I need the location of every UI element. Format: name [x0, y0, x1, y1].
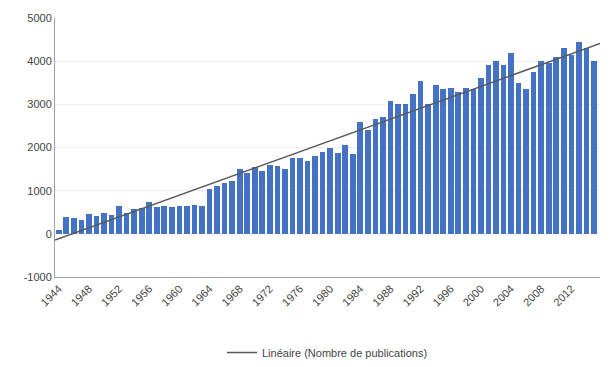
svg-text:2012: 2012: [551, 283, 577, 309]
svg-text:5000: 5000: [27, 12, 51, 24]
svg-text:0: 0: [46, 228, 52, 240]
svg-text:1996: 1996: [430, 283, 456, 309]
svg-text:1952: 1952: [99, 283, 125, 309]
svg-text:2008: 2008: [521, 283, 547, 309]
svg-text:1968: 1968: [219, 283, 245, 309]
svg-text:1000: 1000: [27, 185, 51, 197]
svg-text:1948: 1948: [68, 283, 94, 309]
svg-text:2000: 2000: [27, 141, 51, 153]
svg-text:1980: 1980: [310, 283, 336, 309]
svg-text:1976: 1976: [279, 283, 305, 309]
svg-text:1964: 1964: [189, 283, 215, 309]
svg-text:3000: 3000: [27, 98, 51, 110]
svg-text:1988: 1988: [370, 283, 396, 309]
svg-text:1956: 1956: [129, 283, 155, 309]
svg-text:1960: 1960: [159, 283, 185, 309]
svg-text:1992: 1992: [400, 283, 426, 309]
svg-text:1944: 1944: [38, 283, 64, 309]
svg-text:Linéaire (Nombre de publicatio: Linéaire (Nombre de publications): [262, 347, 427, 359]
svg-text:-1000: -1000: [24, 271, 52, 283]
svg-text:2004: 2004: [491, 283, 517, 309]
svg-text:1984: 1984: [340, 283, 366, 309]
svg-text:2000: 2000: [460, 283, 486, 309]
svg-text:1972: 1972: [249, 283, 275, 309]
svg-text:4000: 4000: [27, 55, 51, 67]
